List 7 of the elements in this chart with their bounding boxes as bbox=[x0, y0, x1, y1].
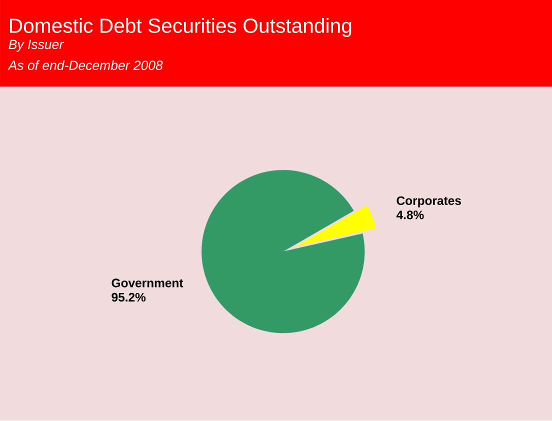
slice-label: Government bbox=[112, 278, 184, 288]
data-label: 4.8% bbox=[396, 210, 424, 220]
chart-title: Domestic Debt Securities Outstanding bbox=[10, 18, 352, 38]
slice-label: Corporates bbox=[396, 196, 461, 208]
chart-subtitle: By Issuer bbox=[8, 40, 64, 52]
data-label: 95.2% bbox=[112, 293, 146, 302]
text: As of end-December 2008 bbox=[8, 60, 163, 70]
